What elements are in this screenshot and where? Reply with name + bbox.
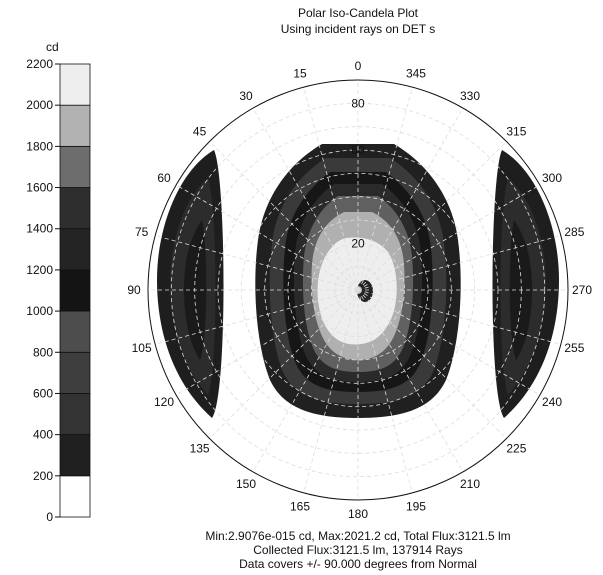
radial-label-1: 60 (351, 143, 365, 157)
chart-title: Polar Iso-Candela Plot (298, 6, 419, 20)
colorbar-band-2 (59, 393, 91, 436)
grid-spoke-2 (252, 107, 359, 291)
angular-label-8: 120 (154, 395, 174, 409)
angular-label-1: 15 (293, 67, 307, 81)
chart-subtitle: Using incident rays on DET s (281, 22, 436, 36)
grid-spoke-23 (357, 87, 413, 291)
angular-label-17: 255 (564, 341, 584, 355)
colorbar-tick-label-4: 800 (33, 345, 53, 359)
grid-spoke-13 (357, 289, 413, 493)
angular-label-15: 225 (506, 441, 526, 455)
radial-label-2: 80 (351, 96, 365, 110)
colorbar-tick-label-6: 1200 (26, 263, 53, 277)
angular-label-11: 165 (290, 499, 310, 513)
colorbar-tick-label-1: 200 (33, 469, 53, 483)
colorbar-tick-label-11: 2200 (26, 57, 53, 71)
radial-labels: 20 60 80 (351, 96, 365, 250)
grid-ring-4 (240, 172, 476, 408)
grid-spoke-17 (357, 289, 561, 345)
grid-spoke-5 (155, 235, 359, 291)
angular-label-21: 315 (506, 125, 526, 139)
angular-label-10: 150 (236, 477, 256, 491)
grid-spoke-9 (209, 289, 359, 439)
colorbar-tick-label-8: 1600 (26, 181, 53, 195)
grid-spoke-15 (357, 289, 507, 439)
angular-label-2: 30 (239, 89, 253, 103)
colorbar: cd 0 200 400 600 800 1000 1200 1400 1600 1800 2000… (26, 40, 91, 524)
colorbar-band-8 (59, 145, 91, 188)
footer-line-rays: Collected Flux:3121.5 lm, 137914 Rays (253, 543, 462, 557)
polar-grid (148, 80, 568, 500)
angular-label-12: 180 (348, 507, 368, 521)
colorbar-band-7 (59, 187, 91, 230)
intensity-contours (157, 144, 559, 418)
grid-spoke-21 (357, 141, 507, 291)
grid-spoke-1 (303, 87, 359, 291)
polar-plot: 20 60 80 0 15 30 45 60 75 90 105 120 135 150 165 180 19… (127, 59, 592, 521)
angular-label-16: 240 (542, 395, 562, 409)
grid-spoke-14 (357, 289, 464, 473)
colorbar-band-5 (59, 269, 91, 312)
angular-label-7: 105 (132, 341, 152, 355)
colorbar-tick-label-2: 400 (33, 428, 53, 442)
colorbar-band-9 (59, 104, 91, 147)
colorbar-band-0 (59, 475, 91, 518)
colorbar-tick-label-0: 0 (46, 510, 53, 524)
colorbar-band-1 (59, 434, 91, 477)
colorbar-tick-label-5: 1000 (26, 304, 53, 318)
angular-label-4: 60 (157, 171, 171, 185)
colorbar-unit-label: cd (46, 40, 59, 54)
grid-ring-7 (170, 102, 546, 478)
footer-line-coverage: Data covers +/- 90.000 degrees from Norm… (239, 557, 477, 571)
grid-spoke-10 (252, 289, 359, 473)
angular-label-20: 300 (542, 171, 562, 185)
angular-label-19: 285 (564, 225, 584, 239)
angular-label-0: 0 (355, 59, 362, 73)
angular-label-5: 75 (135, 225, 149, 239)
colorbar-tick-label-7: 1400 (26, 222, 53, 236)
grid-spoke-8 (175, 289, 359, 396)
grid-spoke-22 (357, 107, 464, 291)
angular-label-23: 345 (406, 67, 426, 81)
angular-label-14: 210 (460, 477, 480, 491)
angular-label-3: 45 (193, 125, 207, 139)
angular-label-9: 135 (190, 441, 210, 455)
polar-outer-ring (147, 79, 569, 501)
grid-spoke-20 (357, 184, 541, 291)
radial-label-0: 20 (351, 236, 365, 250)
grid-spoke-19 (357, 235, 561, 291)
colorbar-band-10 (59, 63, 91, 106)
colorbar-tick-label-9: 1800 (26, 139, 53, 153)
colorbar-band-6 (59, 228, 91, 271)
colorbar-band-3 (59, 351, 91, 394)
angular-label-22: 330 (460, 89, 480, 103)
angular-label-13: 195 (406, 499, 426, 513)
angular-labels: 0 15 30 45 60 75 90 105 120 135 150 165 180 195 210 225… (127, 59, 592, 521)
grid-spoke-3 (209, 141, 359, 291)
colorbar-tick-label-3: 600 (33, 386, 53, 400)
colorbar-tick-label-10: 2000 (26, 98, 53, 112)
footer-line-flux: Min:2.9076e-015 cd, Max:2021.2 cd, Total… (205, 529, 510, 543)
angular-label-6: 90 (127, 283, 141, 297)
colorbar-band-4 (59, 310, 91, 353)
grid-spoke-16 (357, 289, 541, 396)
angular-label-18: 270 (572, 283, 592, 297)
grid-spoke-11 (303, 289, 359, 493)
grid-spoke-7 (155, 289, 359, 345)
grid-spoke-4 (175, 184, 359, 291)
grid-ring-1 (310, 242, 406, 338)
